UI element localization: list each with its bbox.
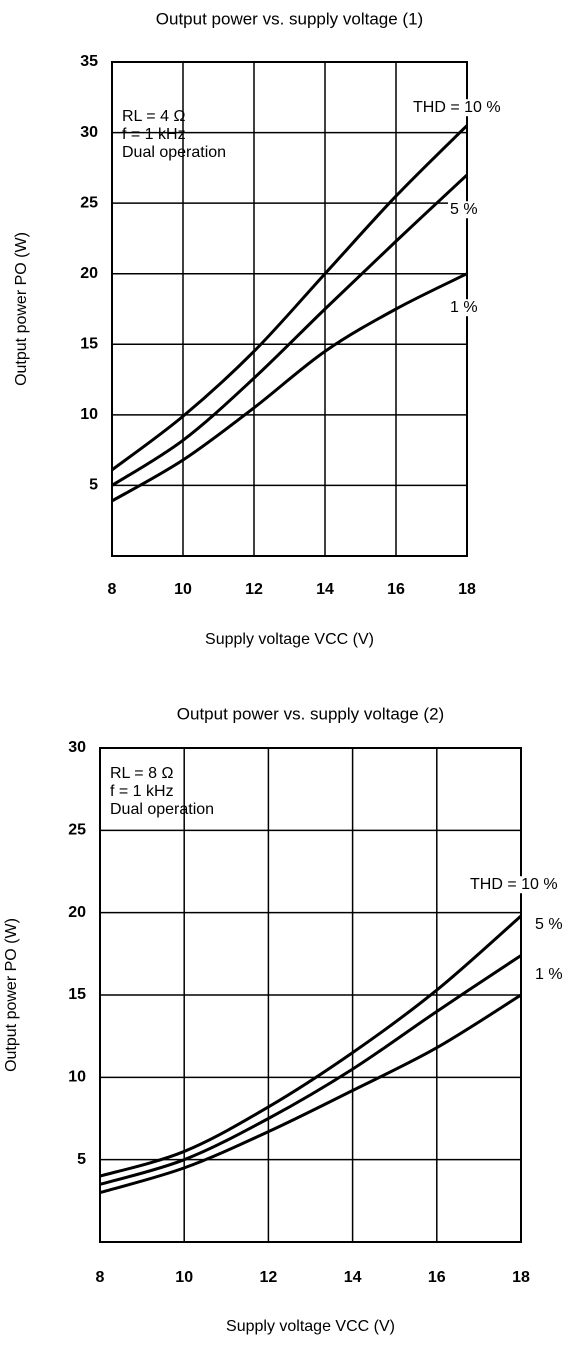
y-tick-label: 20 bbox=[80, 265, 98, 282]
label-background bbox=[448, 201, 480, 219]
label-background bbox=[533, 966, 565, 984]
y-tick-label: 25 bbox=[80, 194, 98, 211]
y-tick-label: 35 bbox=[80, 53, 98, 70]
label-background bbox=[533, 916, 565, 934]
series-label: THD = 10 % bbox=[413, 99, 501, 116]
y-axis-label: Output power PO (W) bbox=[13, 232, 30, 386]
y-tick-label: 25 bbox=[68, 822, 86, 839]
y-tick-label: 10 bbox=[80, 406, 98, 423]
x-tick-label: 16 bbox=[387, 581, 405, 598]
y-tick-label: 5 bbox=[89, 477, 98, 494]
series-line bbox=[111, 124, 469, 472]
series-line bbox=[111, 173, 469, 487]
x-tick-label: 12 bbox=[245, 581, 263, 598]
x-axis-label: Supply voltage VCC (V) bbox=[226, 1318, 395, 1335]
x-axis-label: Supply voltage VCC (V) bbox=[205, 631, 374, 648]
y-tick-label: 15 bbox=[68, 986, 86, 1003]
x-tick-label: 14 bbox=[344, 1269, 362, 1286]
y-tick-label: 5 bbox=[77, 1151, 86, 1168]
x-tick-label: 12 bbox=[260, 1269, 278, 1286]
annotation: f = 1 kHz bbox=[122, 126, 186, 143]
chart-title: Output power vs. supply voltage (2) bbox=[177, 704, 444, 723]
series-line bbox=[99, 954, 522, 1186]
x-tick-label: 10 bbox=[175, 1269, 193, 1286]
series-label: 1 % bbox=[535, 966, 563, 983]
x-tick-label: 18 bbox=[512, 1269, 530, 1286]
x-tick-label: 18 bbox=[458, 581, 476, 598]
series-label: 5 % bbox=[450, 201, 478, 218]
x-tick-label: 10 bbox=[174, 581, 192, 598]
y-axis-label: Output power PO (W) bbox=[3, 918, 20, 1072]
label-background bbox=[468, 876, 560, 894]
series-label: 5 % bbox=[535, 916, 563, 933]
series-line bbox=[111, 272, 468, 503]
y-tick-label: 30 bbox=[80, 124, 98, 141]
annotation: RL = 8 Ω bbox=[110, 765, 173, 782]
annotation: Dual operation bbox=[110, 801, 214, 818]
series-label: THD = 10 % bbox=[470, 876, 558, 893]
x-tick-label: 8 bbox=[108, 581, 117, 598]
label-background bbox=[411, 99, 503, 117]
annotation: f = 1 kHz bbox=[110, 783, 174, 800]
label-background bbox=[448, 299, 480, 317]
x-tick-label: 16 bbox=[428, 1269, 446, 1286]
series-label: 1 % bbox=[450, 299, 478, 316]
y-tick-label: 30 bbox=[68, 739, 86, 756]
annotation: Dual operation bbox=[122, 144, 226, 161]
x-tick-label: 14 bbox=[316, 581, 334, 598]
y-tick-label: 10 bbox=[68, 1069, 86, 1086]
x-tick-label: 8 bbox=[96, 1269, 105, 1286]
series-line bbox=[99, 993, 522, 1195]
series-line bbox=[99, 914, 522, 1178]
y-tick-label: 15 bbox=[80, 336, 98, 353]
chart-title: Output power vs. supply voltage (1) bbox=[156, 9, 423, 28]
y-tick-label: 20 bbox=[68, 904, 86, 921]
annotation: RL = 4 Ω bbox=[122, 108, 185, 125]
